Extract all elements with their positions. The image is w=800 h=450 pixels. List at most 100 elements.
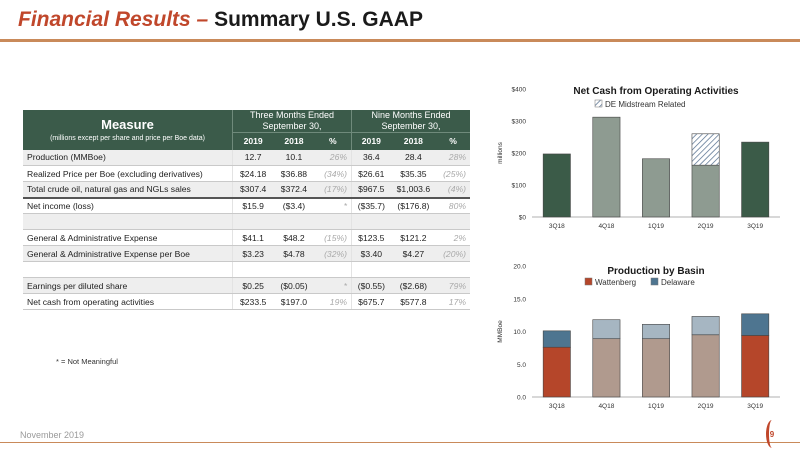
- value-cell: $577.8: [390, 293, 437, 310]
- x-tick-label: 2Q19: [698, 403, 714, 410]
- value-cell: 28.4: [390, 149, 437, 166]
- title-divider: [0, 39, 800, 42]
- bar-value: [642, 158, 670, 218]
- percent-change-cell: (15%): [314, 229, 352, 246]
- measure-subtitle: (millions except per share and price per…: [50, 135, 205, 143]
- y-axis-label: MMBoe: [497, 320, 504, 343]
- bar-wattenberg: [592, 338, 621, 398]
- bar-wattenberg: [691, 334, 720, 398]
- column-header: 2018: [273, 132, 315, 150]
- value-cell: $41.1: [232, 229, 274, 246]
- footer-date: November 2019: [20, 430, 85, 440]
- column-header: 2019: [232, 132, 274, 150]
- value-cell: $121.2: [390, 229, 437, 246]
- row-label: [23, 213, 233, 230]
- value-cell: $24.18: [232, 165, 274, 182]
- percent-change-cell: [314, 261, 352, 278]
- legend-label: DE Midstream Related: [605, 100, 685, 109]
- percent-change-cell: (34%): [314, 165, 352, 182]
- value-cell: [350, 261, 391, 278]
- percent-change-cell: (4%): [436, 181, 470, 198]
- bar-wattenberg: [741, 335, 770, 398]
- y-tick-label: $400: [512, 87, 527, 94]
- value-cell: $967.5: [350, 181, 391, 198]
- subheader-row: 2019 2018% 2019 2018%: [23, 132, 470, 150]
- percent-change-cell: 19%: [314, 293, 352, 310]
- chart-title: Production by Basin: [607, 266, 704, 277]
- footer-divider: [0, 442, 800, 443]
- table-row: Realized Price per Boe (excluding deriva…: [23, 165, 470, 182]
- value-cell: [390, 213, 437, 230]
- value-cell: $233.5: [232, 293, 274, 310]
- three-months-label: Three Months Ended September 30,: [249, 110, 335, 131]
- row-label: Net cash from operating activities: [23, 293, 233, 310]
- bar-value: [542, 153, 571, 218]
- x-tick-label: 1Q19: [648, 223, 664, 230]
- table-row: Earnings per diluted share $0.25 ($0.05) *(…: [23, 277, 470, 294]
- legend-swatch: [650, 277, 659, 286]
- y-tick-label: 20.0: [513, 264, 526, 271]
- value-cell: $3.40: [350, 245, 391, 262]
- x-tick-label: 3Q18: [549, 403, 565, 410]
- x-tick-label: 4Q18: [598, 223, 614, 230]
- percent-change-cell: 28%: [436, 149, 470, 166]
- bar-delaware: [592, 319, 621, 340]
- column-header: %: [436, 132, 470, 150]
- value-cell: $3.23: [232, 245, 274, 262]
- legend-label: Delaware: [661, 278, 695, 287]
- row-label: [23, 261, 233, 278]
- logo-swoosh-icon: [766, 420, 778, 448]
- value-cell: ($0.55): [350, 277, 391, 294]
- legend-label: Wattenberg: [595, 278, 636, 287]
- percent-change-cell: 17%: [436, 293, 470, 310]
- table-row: General & Administrative Expense $41.1 $48…: [23, 229, 470, 246]
- page-number: 9: [769, 430, 775, 439]
- percent-change-cell: [436, 261, 470, 278]
- row-label: General & Administrative Expense: [23, 229, 233, 246]
- table-row: Net income (loss) $15.9 ($3.4) * ($35.7) ($17…: [23, 196, 470, 214]
- row-label: Realized Price per Boe (excluding deriva…: [23, 165, 233, 182]
- measure-header: Measure (millions except per share and p…: [23, 110, 233, 150]
- table-row: [23, 213, 470, 230]
- value-cell: ($2.68): [390, 277, 437, 294]
- value-cell: [273, 213, 315, 230]
- percent-change-cell: [314, 213, 352, 230]
- percent-change-cell: (25%): [436, 165, 470, 182]
- nine-months-label: Nine Months Ended September 30,: [371, 110, 451, 131]
- value-cell: [350, 213, 391, 230]
- percent-change-cell: [436, 213, 470, 230]
- value-cell: $4.78: [273, 245, 315, 262]
- value-cell: [232, 261, 274, 278]
- bar-wattenberg: [642, 338, 670, 398]
- three-months-header: Three Months Ended September 30,: [232, 110, 352, 133]
- legend-swatch: [584, 277, 593, 286]
- y-tick-label: 5.0: [517, 362, 526, 369]
- bar-delaware: [691, 316, 720, 336]
- chart-title: Net Cash from Operating Activities: [573, 86, 739, 97]
- bar-value: [592, 116, 621, 218]
- value-cell: 10.1: [273, 149, 315, 166]
- percent-change-cell: 26%: [314, 149, 352, 166]
- net-cash-chart: Net Cash from Operating Activities DE Mid…: [497, 86, 780, 230]
- table-row: Production (MMBoe) 12.7 10.1 26% 36.4 28.4 28%: [23, 149, 470, 166]
- value-cell: $1,003.6: [390, 181, 437, 198]
- bar-delaware: [542, 330, 571, 348]
- value-cell: $307.4: [232, 181, 274, 198]
- x-tick-label: 1Q19: [648, 403, 664, 410]
- measure-title: Measure: [101, 117, 154, 133]
- value-cell: $372.4: [273, 181, 315, 198]
- value-cell: 12.7: [232, 149, 274, 166]
- table-row: Total crude oil, natural gas and NGLs sa…: [23, 181, 470, 198]
- nine-months-header: Nine Months Ended September 30,: [351, 110, 470, 133]
- value-cell: $36.88: [273, 165, 315, 182]
- percent-change-cell: 2%: [436, 229, 470, 246]
- column-header: 2018: [390, 132, 437, 150]
- y-tick-label: 0.0: [517, 395, 526, 402]
- percent-change-cell: (32%): [314, 245, 352, 262]
- value-cell: $35.35: [390, 165, 437, 182]
- value-cell: 36.4: [350, 149, 391, 166]
- value-cell: $15.9: [232, 196, 274, 214]
- row-label: Production (MMBoe): [23, 149, 233, 166]
- title-emphasis: Financial Results –: [18, 8, 209, 31]
- bar-de-midstream-related: [691, 133, 720, 166]
